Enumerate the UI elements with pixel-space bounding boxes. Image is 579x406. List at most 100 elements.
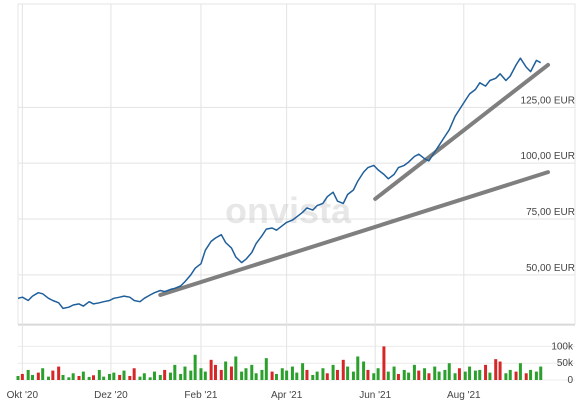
date-tick-label: Dez '20	[94, 390, 128, 401]
volume-bar	[529, 369, 533, 380]
volume-bar	[57, 366, 61, 380]
volume-bar	[290, 366, 294, 380]
date-tick-label: Jun '21	[359, 390, 391, 401]
volume-bar	[498, 361, 502, 380]
volume-bar	[240, 371, 244, 380]
volume-bar	[478, 369, 482, 380]
volume-bar	[412, 364, 416, 380]
volume-bar	[346, 366, 350, 380]
date-tick-label: Aug '21	[447, 390, 481, 401]
price-tick-label: 125,00 EUR	[521, 95, 575, 106]
volume-bar	[366, 369, 370, 380]
volume-bar	[488, 372, 492, 380]
volume-bar	[118, 374, 122, 380]
volume-bar	[518, 363, 522, 380]
volume-bar	[423, 368, 427, 380]
date-tick-label: Apr '21	[271, 390, 303, 401]
volume-bar	[457, 368, 461, 380]
trendline	[158, 170, 550, 297]
volume-bar	[392, 366, 396, 380]
volume-bar	[311, 374, 315, 380]
volume-axis-labels: 0 50k 100k	[551, 341, 574, 386]
volume-bar	[97, 369, 101, 380]
volume-bar	[128, 375, 132, 380]
volume-bar	[132, 368, 136, 380]
volume-bar	[163, 369, 167, 380]
volume-bar	[468, 366, 472, 380]
trendlines-layer	[158, 62, 550, 297]
volume-bar	[87, 376, 91, 380]
price-series-layer	[17, 57, 542, 310]
volume-bar	[250, 364, 254, 380]
volume-bar	[386, 371, 390, 380]
volume-bar	[484, 364, 488, 380]
volume-bar	[31, 374, 35, 380]
volume-bar	[321, 368, 325, 380]
volume-bar	[219, 369, 223, 380]
volume-bar	[402, 369, 406, 380]
volume-bar	[362, 361, 366, 380]
volume-bar	[453, 373, 457, 380]
price-line	[17, 57, 542, 310]
volume-bar	[148, 377, 152, 380]
volume-bar	[524, 373, 528, 380]
volume-bar	[229, 366, 233, 380]
volume-bar	[305, 369, 309, 380]
volume-bar	[508, 369, 512, 380]
volume-bar	[112, 372, 116, 380]
volume-bar	[264, 358, 268, 380]
volume-bar	[280, 368, 284, 380]
volume-bar	[443, 369, 447, 380]
volume-bar	[437, 371, 441, 380]
volume-bar	[77, 375, 81, 380]
volume-bar	[463, 371, 467, 380]
volume-bar	[51, 370, 55, 380]
trendline	[373, 62, 550, 201]
volume-bar	[285, 370, 289, 380]
volume-bar	[16, 375, 20, 380]
volume-bar	[20, 373, 24, 380]
price-tick-label: 75,00 EUR	[526, 207, 575, 218]
volume-bar	[26, 369, 30, 380]
volume-bar	[407, 372, 411, 380]
volume-bar	[179, 373, 183, 380]
volume-bar	[372, 373, 376, 380]
volume-bar	[244, 368, 248, 380]
volume-bar	[41, 368, 45, 380]
volume-bar	[152, 371, 156, 380]
volume-bar	[71, 373, 75, 380]
date-tick-label: Feb '21	[184, 390, 217, 401]
volume-bar	[92, 375, 96, 380]
volume-bar	[107, 373, 111, 380]
volume-bar	[183, 366, 187, 380]
volume-bar	[447, 363, 451, 380]
volume-bar	[193, 354, 197, 380]
volume-bar	[138, 376, 142, 380]
volume-bar	[417, 370, 421, 380]
price-tick-label: 100,00 EUR	[521, 151, 575, 162]
volume-bar	[224, 361, 228, 380]
volume-bar	[46, 376, 50, 380]
volume-bar	[168, 372, 172, 380]
volume-bar	[473, 370, 477, 380]
volume-bar	[356, 356, 360, 380]
volume-bars-layer	[16, 346, 543, 380]
volume-bar	[539, 366, 543, 380]
volume-bar	[158, 374, 162, 380]
volume-bar	[67, 377, 71, 380]
price-tick-label: 50,00 EUR	[526, 263, 575, 274]
volume-bar	[142, 373, 146, 380]
volume-bar	[274, 373, 278, 380]
volume-bar	[173, 364, 177, 380]
volume-bar	[351, 371, 355, 380]
volume-bar	[234, 356, 238, 380]
volume-bar	[504, 373, 508, 380]
volume-bar	[189, 370, 193, 380]
volume-bar	[209, 359, 213, 380]
volume-bar	[295, 372, 299, 380]
volume-tick-label: 100k	[551, 341, 574, 352]
grid-layer	[17, 3, 576, 381]
volume-bar	[301, 363, 305, 380]
volume-bar	[270, 371, 274, 380]
